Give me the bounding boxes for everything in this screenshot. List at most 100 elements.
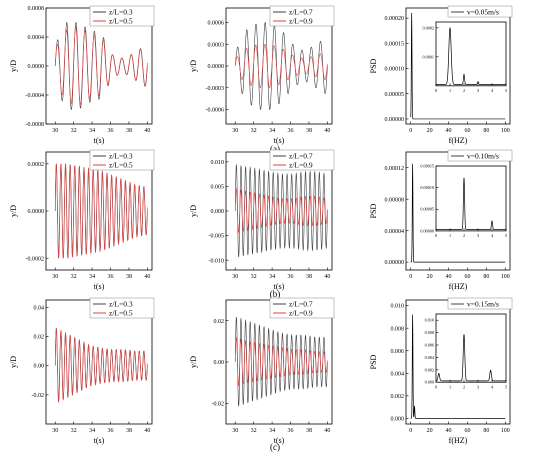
y-tick-label: -0.005 [209, 234, 225, 240]
inset-y-tick-label: 0.0002 [422, 25, 434, 30]
inset-x-tick-label: 3 [477, 88, 479, 93]
legend-entry: z/L=0.9 [289, 309, 313, 318]
inset-x-tick-label: 2 [463, 233, 465, 238]
x-tick-label: 34 [89, 428, 95, 434]
x-tick-label: 34 [269, 274, 275, 280]
inset-plot-frame [435, 21, 507, 87]
y-tick-label: 0.010 [391, 304, 405, 310]
series-line-z/L=0.9 [234, 336, 328, 387]
inset-x-tick-label: 3 [477, 233, 479, 238]
x-axis-label: t(s) [274, 282, 285, 291]
x-tick-label: 40 [446, 428, 452, 434]
inset-y-tick-label: 0.010 [425, 318, 434, 323]
y-tick-label: 0.02 [214, 319, 225, 325]
y-tick-label: 0.000 [211, 209, 225, 215]
x-tick-label: 40 [446, 128, 452, 134]
y-tick-label: -0.0002 [26, 256, 45, 262]
series-line-z/L=0.5 [54, 328, 148, 403]
chart-panel-b2: 30 32 34 36 38 40 -0.010 -0.005 0.000 0.005 0.010 t… [189, 149, 335, 291]
x-tick-label: 40 [324, 274, 330, 280]
x-tick-label: 40 [324, 428, 330, 434]
inset-plot-frame [435, 313, 507, 383]
x-tick-label: 0 [409, 428, 412, 434]
inset-y-tick-label: 0.0001 [422, 54, 434, 59]
x-tick-label: 40 [144, 274, 150, 280]
x-axis-label: t(s) [274, 436, 285, 445]
y-tick-label: 0.0002 [28, 162, 45, 168]
y-tick-label: 0.0008 [28, 6, 45, 12]
y-tick-label: 0.0000 [208, 64, 225, 70]
inset-x-tick-label: 4 [491, 384, 494, 389]
caption-c: (c) [270, 442, 280, 452]
x-tick-label: 36 [108, 274, 114, 280]
y-axis-label: y/D [9, 60, 18, 72]
y-tick-label: 0.0000 [28, 64, 45, 70]
x-tick-label: 30 [232, 428, 238, 434]
x-tick-label: 38 [306, 428, 312, 434]
x-tick-label: 36 [288, 428, 294, 434]
inset-x-tick-label: 0 [435, 88, 437, 93]
inset-background [436, 22, 506, 86]
y-tick-label: -0.02 [32, 393, 45, 399]
inset-x-tick-label: 1 [449, 384, 451, 389]
inset-background [436, 166, 506, 231]
x-tick-label: 30 [52, 128, 58, 134]
y-tick-label: -0.0004 [26, 93, 45, 99]
series-line-z/L=0.9 [234, 188, 328, 233]
x-tick-label: 38 [306, 128, 312, 134]
x-axis-label: t(s) [94, 282, 105, 291]
x-tick-label: 40 [324, 128, 330, 134]
x-tick-label: 100 [501, 128, 510, 134]
x-tick-label: 100 [501, 274, 510, 280]
legend-entry: z/L=0.5 [109, 309, 133, 318]
inset-x-tick-label: 1 [449, 233, 451, 238]
legend-entry: z/L=0.3 [109, 8, 133, 17]
y-tick-label: 0.002 [391, 394, 405, 400]
x-axis-label: t(s) [274, 136, 285, 145]
x-tick-label: 36 [288, 274, 294, 280]
inset-plot-frame [435, 165, 507, 232]
chart-panel-c1: 30 32 34 36 38 40 -0.02 0.00 0.02 0.04 t(s) y/D z/L=… [9, 297, 155, 445]
x-tick-label: 60 [464, 428, 470, 434]
chart-panel-c3: 0 20 40 60 80 1000.0000.0020.0040.0060.0080.0… [369, 297, 513, 445]
legend-entry: v=0.15m/s [467, 300, 499, 309]
y-tick-label: -0.0008 [26, 122, 45, 128]
x-tick-label: 30 [52, 274, 58, 280]
y-tick-label: 0.0003 [208, 42, 225, 48]
series-line-z/L=0.5 [54, 26, 148, 105]
inset-x-tick-label: 5 [505, 384, 507, 389]
y-tick-label: 0.00012 [385, 166, 405, 172]
y-axis-label: y/D [189, 356, 198, 368]
x-tick-label: 80 [483, 128, 489, 134]
legend-entry: v=0.05m/s [467, 8, 499, 17]
legend-entry: z/L=0.7 [289, 8, 313, 17]
x-tick-label: 32 [251, 128, 257, 134]
y-tick-label: 0.008 [391, 326, 405, 332]
legend-entry: z/L=0.9 [289, 161, 313, 170]
inset-plot: 0 1 2 3 4 5 0.0001 0.0002 [422, 21, 507, 93]
x-tick-label: 32 [71, 428, 77, 434]
inset-x-tick-label: 0 [435, 233, 437, 238]
x-tick-label: 34 [269, 428, 275, 434]
y-tick-label: 0.00000 [385, 260, 405, 266]
inset-x-tick-label: 5 [505, 233, 507, 238]
inset-spectrum-line [436, 177, 506, 230]
x-tick-label: 20 [427, 274, 433, 280]
x-tick-label: 30 [232, 274, 238, 280]
y-axis-label: PSD [369, 354, 378, 369]
psd-spectrum-line [410, 13, 506, 120]
inset-x-tick-label: 1 [449, 88, 451, 93]
inset-x-tick-label: 5 [505, 88, 507, 93]
y-tick-label: 0.00000 [385, 117, 405, 123]
x-tick-label: 34 [89, 128, 95, 134]
x-tick-label: 38 [126, 428, 132, 434]
x-tick-label: 20 [427, 428, 433, 434]
x-tick-label: 40 [446, 274, 452, 280]
y-tick-label: 0.0000 [28, 209, 45, 215]
inset-y-tick-label: 0.004 [425, 355, 435, 360]
x-tick-label: 80 [483, 274, 489, 280]
x-tick-label: 40 [144, 428, 150, 434]
y-axis-label: y/D [9, 205, 18, 217]
y-tick-label: 0.00 [34, 364, 45, 370]
chart-panel-a3: 0 20 40 60 80 1000.000000.000050.000100.00015… [369, 5, 513, 145]
